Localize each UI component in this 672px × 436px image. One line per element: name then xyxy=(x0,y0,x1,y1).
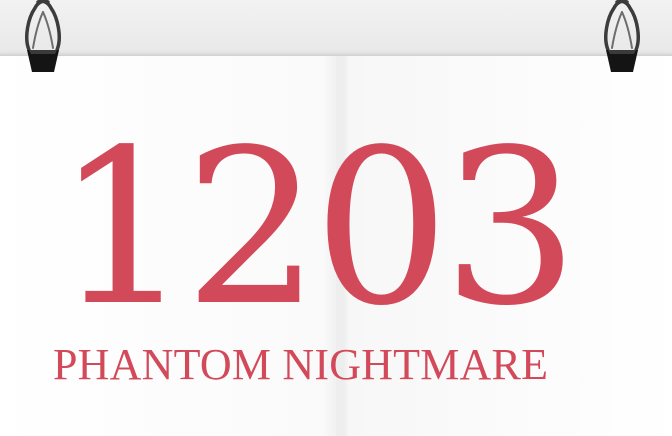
binder-clip-icon xyxy=(600,0,644,74)
poster xyxy=(0,56,672,436)
poster-subtitle: PHANTOM NIGHTMARE xyxy=(53,340,549,389)
poster-fold xyxy=(336,56,350,436)
poster-number: 1203 xyxy=(55,104,579,353)
binder-clip-icon xyxy=(21,0,65,74)
